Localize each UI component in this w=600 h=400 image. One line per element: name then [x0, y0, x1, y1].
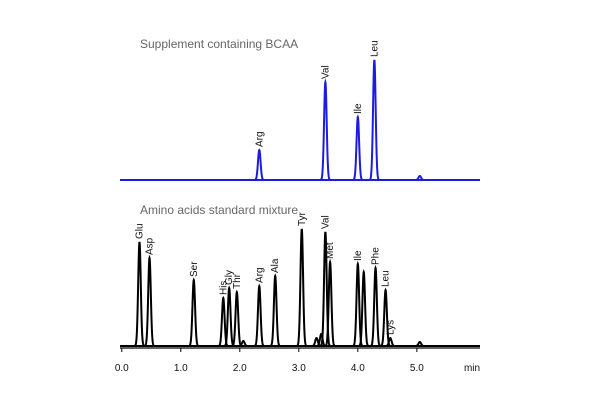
peak-label: Thr [232, 273, 243, 289]
peak-label: His [218, 281, 229, 295]
peak [320, 231, 331, 347]
peak-label: Ile [353, 103, 364, 114]
peak-label: Gly [224, 270, 235, 285]
peak [315, 332, 327, 347]
x-tick-label: 2.0 [233, 363, 247, 374]
peak-label: Ile [353, 250, 364, 261]
x-tick-label: 3.0 [292, 363, 306, 374]
peak [311, 336, 322, 347]
trace-title: Amino acids standard mixture [140, 203, 298, 217]
peak [385, 336, 396, 347]
peak-label: Phe [371, 247, 382, 265]
peak-label: Asp [145, 237, 156, 255]
peak [369, 59, 380, 181]
peak [218, 295, 229, 347]
peak [238, 339, 249, 347]
x-unit-label: min [464, 363, 480, 374]
peak [188, 277, 200, 347]
x-tick-label: 5.0 [410, 363, 424, 374]
peak [414, 174, 425, 181]
peak [254, 148, 265, 181]
x-tick-label: 0.0 [115, 363, 129, 374]
peak-label: Lys [385, 320, 396, 335]
peak [352, 114, 364, 181]
peak-label: Val [320, 215, 331, 229]
peak [370, 264, 381, 347]
x-tick-label: 1.0 [174, 363, 188, 374]
x-tick-label: 4.0 [351, 363, 365, 374]
peak [324, 258, 336, 347]
peak [134, 241, 145, 347]
peak-label: Met [325, 242, 336, 259]
peak-label: Arg [254, 131, 265, 147]
peak [414, 340, 425, 347]
peak-label: Ser [189, 261, 200, 277]
trace-title: Supplement containing BCAA [140, 37, 298, 51]
peak-label: Ala [270, 258, 281, 273]
peak-label: Arg [254, 267, 265, 283]
peak-label: Leu [369, 40, 380, 57]
peak-label: Leu [381, 270, 392, 287]
peak-label: Glu [134, 223, 145, 239]
peak [320, 78, 331, 181]
peak [144, 254, 155, 347]
peak [296, 228, 308, 347]
peak-label: Val [320, 65, 331, 79]
peak [254, 283, 265, 347]
peak [358, 268, 370, 347]
peak-label: Tyr [297, 211, 308, 226]
peak [269, 273, 281, 347]
